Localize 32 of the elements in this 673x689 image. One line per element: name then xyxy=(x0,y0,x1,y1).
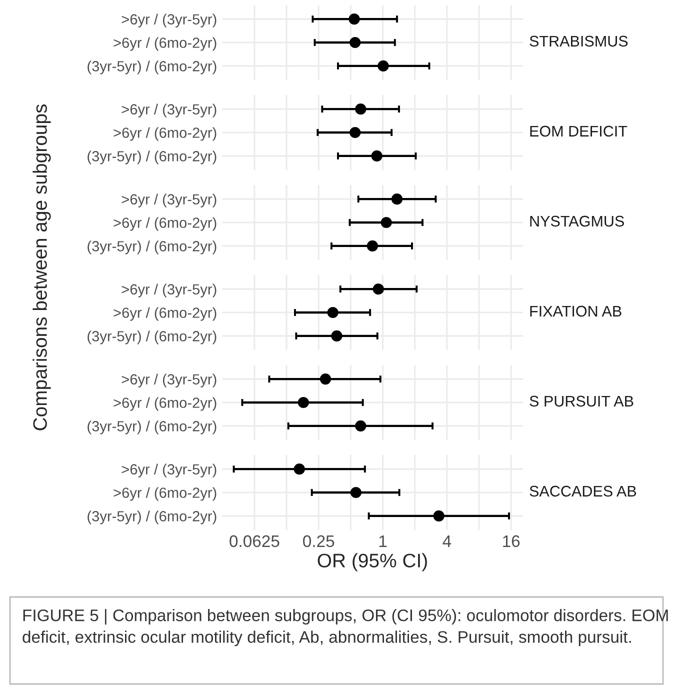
y-tick-label: >6yr / (3yr-5yr) xyxy=(122,464,216,478)
y-tick-label: >6yr / (3yr-5yr) xyxy=(122,104,216,118)
y-tick-label: >6yr / (6mo-2yr) xyxy=(114,487,216,501)
y-tick-label: (3yr-5yr) / (6mo-2yr) xyxy=(88,330,216,344)
y-axis-title: Comparisons between age subgroups xyxy=(32,104,51,430)
text: S PURSUIT AB xyxy=(530,396,634,407)
caption: FIGURE 5 | Comparison between subgroups, OR (CI 95%): oculomotor disorders. EOM deficit, extrinsic ocular motility deficit, Ab, abnormalities, S. Pursuit, smooth pursuit. xyxy=(22,609,668,646)
y-tick-label: >6yr / (3yr-5yr) xyxy=(122,14,216,28)
y-tick-label: (3yr-5yr) / (6mo-2yr) xyxy=(88,510,216,524)
text: NYSTAGMUS xyxy=(530,216,624,227)
x-tick-label: 0.0625 xyxy=(230,535,280,548)
text: FIXATION AB xyxy=(530,306,622,317)
y-tick-label: (3yr-5yr) / (6mo-2yr) xyxy=(88,420,216,434)
x-tick-label: 4 xyxy=(442,535,452,547)
text: STRABISMUS xyxy=(530,36,628,47)
y-tick-label: (3yr-5yr) / (6mo-2yr) xyxy=(88,240,216,254)
y-tick-label: >6yr / (6mo-2yr) xyxy=(114,397,216,411)
x-tick-label: 16 xyxy=(503,535,520,548)
text: SACCADES AB xyxy=(530,486,636,497)
x-axis-title: OR (95% CI) xyxy=(318,553,427,572)
y-tick-label: >6yr / (6mo-2yr) xyxy=(114,217,216,231)
text: EOM DEFICIT xyxy=(530,126,628,137)
y-tick-label: >6yr / (3yr-5yr) xyxy=(122,194,216,208)
y-tick-label: >6yr / (3yr-5yr) xyxy=(122,374,216,388)
y-tick-label: (3yr-5yr) / (6mo-2yr) xyxy=(88,60,216,74)
y-tick-label: (3yr-5yr) / (6mo-2yr) xyxy=(88,150,216,164)
y-tick-label: >6yr / (3yr-5yr) xyxy=(122,284,216,298)
x-tick-label: 0.25 xyxy=(303,535,334,548)
x-tick-label: 1 xyxy=(379,535,387,547)
y-tick-label: >6yr / (6mo-2yr) xyxy=(114,37,216,51)
y-tick-label: >6yr / (6mo-2yr) xyxy=(114,127,216,141)
y-tick-label: >6yr / (6mo-2yr) xyxy=(114,307,216,321)
